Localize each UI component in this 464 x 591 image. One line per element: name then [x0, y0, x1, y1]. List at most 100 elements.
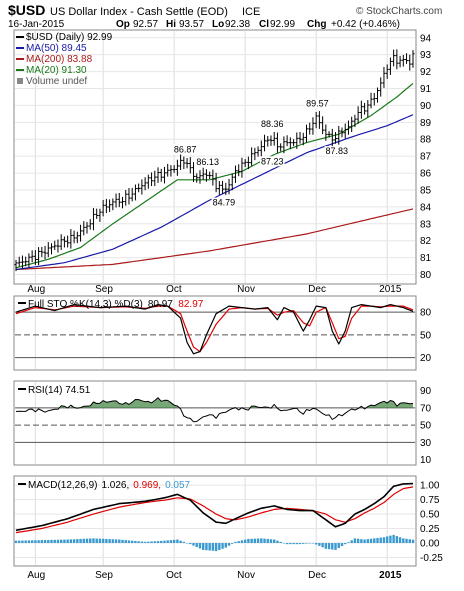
macd-histogram-bar [221, 543, 224, 549]
macd-histogram-bar [185, 543, 189, 544]
macd-histogram-bar [189, 543, 192, 545]
macd-histogram-bar [327, 543, 331, 550]
quote-date: 16-Jan-2015 [8, 19, 65, 30]
macd-histogram-bar [231, 543, 234, 544]
macd-histogram-bar [30, 540, 34, 543]
macd-histogram-bar [279, 541, 282, 543]
legend-entry-macd-signal: 0.969, [133, 480, 161, 491]
macd-histogram-bar [118, 539, 121, 543]
macd-histogram-bar [198, 543, 202, 549]
macd-histogram-bar [195, 543, 198, 548]
macd-histogram-bar [43, 540, 47, 543]
macd-histogram-bar [318, 543, 321, 546]
macd-histogram-bar [385, 536, 389, 543]
macd-histogram-bar [405, 538, 408, 543]
macd-histogram-bar [79, 538, 82, 543]
macd-histogram-bar [66, 539, 69, 543]
macd-histogram-bar [311, 543, 315, 544]
macd-histogram-bar [40, 540, 44, 543]
macd-histogram-bar [250, 538, 253, 543]
x-tick-label-bottom: 2015 [379, 570, 402, 581]
price-tick-label: 80 [420, 270, 432, 281]
instrument-name: US Dollar Index - Cash Settle (EOD) [50, 6, 228, 18]
legend-entry-volume: Volume undef [26, 76, 87, 87]
macd-histogram-bar [337, 543, 340, 549]
x-tick-label-bottom: Sep [95, 570, 113, 581]
macd-histogram-bar [89, 538, 92, 543]
macd-histogram-bar [114, 539, 118, 543]
macd-histogram-bar [276, 540, 279, 543]
macd-histogram-bar [256, 538, 260, 543]
macd-histogram-bar [282, 543, 286, 544]
macd-histogram-bar [134, 540, 137, 543]
x-tick-label-price: Dec [308, 284, 326, 295]
price-tick-label: 82 [420, 236, 432, 247]
rsi-tick-label: 90 [420, 386, 432, 397]
macd-tick-label: 1.00 [420, 481, 440, 492]
annotation-backdrop [259, 119, 285, 130]
rsi-tick-label: 70 [420, 403, 432, 414]
macd-histogram-bar [176, 539, 179, 543]
annotation-backdrop [259, 156, 285, 167]
macd-histogram-bar [166, 540, 169, 543]
macd-tick-label: 0.50 [420, 510, 440, 521]
macd-tick-label: 0.25 [420, 524, 440, 535]
macd-histogram-bar [263, 538, 266, 543]
rsi-overbought-area [367, 400, 413, 408]
legend-entry-ma20: MA(20) 91.30 [26, 65, 87, 76]
macd-histogram-bar [211, 543, 215, 551]
annotation-backdrop [172, 144, 198, 155]
macd-histogram-bar [47, 539, 50, 543]
macd-histogram-bar [202, 543, 205, 550]
macd-histogram-bar [273, 539, 276, 543]
macd-histogram-bar [363, 539, 366, 543]
macd-histogram-bar [85, 538, 89, 543]
credit: © StockCharts.com [356, 6, 442, 17]
price-annotation: 86.87 [174, 144, 197, 154]
macd-histogram-bar [353, 538, 357, 543]
macd-histogram-bar [53, 539, 56, 543]
macd-histogram-bar [314, 543, 318, 545]
cl-value: 92.99 [270, 19, 295, 30]
macd-tick-label: 0.75 [420, 495, 440, 506]
macd-histogram-bar [214, 543, 218, 552]
legend-entry-macd-macd: 1.026, [101, 480, 129, 491]
macd-histogram-bar [285, 543, 289, 545]
macd-histogram-bar [63, 539, 66, 543]
annotation-backdrop [324, 146, 350, 157]
macd-histogram-bar [156, 541, 160, 543]
macd-histogram-bar [344, 543, 347, 545]
rsi-line [15, 397, 414, 423]
op-value: 92.57 [133, 19, 158, 30]
macd-histogram-bar [243, 539, 247, 543]
x-tick-label-bottom: Aug [27, 570, 45, 581]
x-tick-label-price: Aug [27, 284, 45, 295]
macd-histogram-bar [108, 539, 111, 543]
macd-histogram-bar [143, 541, 147, 543]
macd-histogram-bar [224, 543, 227, 548]
price-tick-label: 84 [420, 202, 432, 213]
macd-histogram-bar [369, 538, 373, 543]
price-annotation: 84.79 [213, 198, 236, 208]
macd-histogram-bar [150, 541, 153, 543]
macd-histogram-bar [379, 537, 382, 543]
price-tick-label: 81 [420, 253, 432, 264]
price-annotation: 87.83 [326, 146, 349, 156]
macd-histogram-bar [140, 541, 144, 543]
macd-histogram-bar [295, 543, 299, 545]
macd-histogram-bar [347, 542, 350, 543]
rsi-panel [13, 380, 417, 466]
x-tick-label-price: Nov [237, 284, 255, 295]
lo-value: 92.38 [225, 19, 250, 30]
macd-histogram-bar [395, 536, 399, 543]
marks-layer [14, 49, 415, 552]
legend-entry-ma50: MA(50) 89.45 [26, 43, 87, 54]
price-tick-label: 88 [420, 135, 432, 146]
price-tick-label: 86 [420, 169, 432, 180]
price-annotation: 88.36 [261, 119, 284, 129]
legend-swatch-volume [17, 78, 23, 84]
macd-histogram-bar [240, 540, 244, 543]
price-annotation: 86.13 [196, 157, 219, 167]
